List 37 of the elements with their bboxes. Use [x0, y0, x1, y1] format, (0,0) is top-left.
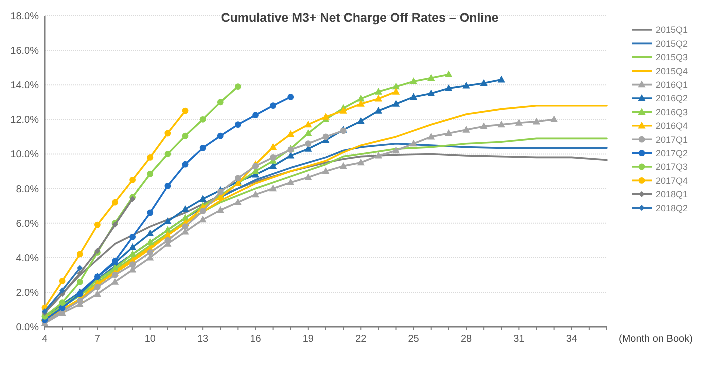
x-tick-label: 13	[198, 334, 210, 345]
x-tick-label: 22	[356, 334, 368, 345]
legend-label: 2015Q3	[656, 52, 688, 63]
legend-label: 2017Q4	[656, 176, 688, 186]
legend-label: 2017Q3	[656, 162, 688, 172]
y-tick-label: 4.0%	[16, 253, 40, 264]
y-tick-label: 14.0%	[10, 80, 40, 92]
legend-label: 2017Q2	[656, 148, 688, 158]
legend-label: 2015Q2	[656, 38, 688, 49]
chart-title: Cumulative M3+ Net Charge Off Rates – Online	[221, 11, 499, 25]
y-tick-label: 10.0%	[10, 150, 40, 161]
legend-label: 2016Q1	[656, 80, 688, 90]
legend-label: 2017Q1	[656, 134, 688, 145]
y-tick-label: 8.0%	[16, 184, 40, 196]
y-tick-label: 12.0%	[10, 115, 40, 126]
y-tick-label: 6.0%	[16, 218, 40, 230]
x-tick-label: 10	[144, 334, 156, 345]
y-tick-label: 16.0%	[10, 46, 40, 58]
x-tick-label: 4	[42, 334, 48, 345]
legend-label: 2015Q1	[656, 25, 688, 36]
x-tick-label: 28	[460, 334, 472, 345]
x-tick-label: 16	[250, 334, 262, 345]
x-tick-label: 34	[566, 334, 578, 345]
y-tick-label: 0.0%	[16, 322, 40, 334]
x-tick-label: 19	[302, 334, 314, 345]
x-tick-label: 31	[514, 334, 526, 345]
y-tick-label: 18.0%	[10, 12, 40, 22]
y-tick-label: 2.0%	[16, 288, 40, 299]
x-axis-title: (Month on Book)	[619, 334, 693, 345]
legend-label: 2016Q2	[656, 94, 688, 104]
legend-label: 2016Q3	[656, 107, 688, 118]
legend-label: 2018Q2	[656, 203, 688, 214]
legend-label: 2015Q4	[656, 66, 688, 76]
x-tick-label: 7	[94, 334, 101, 345]
legend-label: 2018Q1	[656, 190, 688, 200]
legend-label: 2016Q4	[656, 121, 688, 132]
x-tick-label: 25	[408, 334, 420, 345]
